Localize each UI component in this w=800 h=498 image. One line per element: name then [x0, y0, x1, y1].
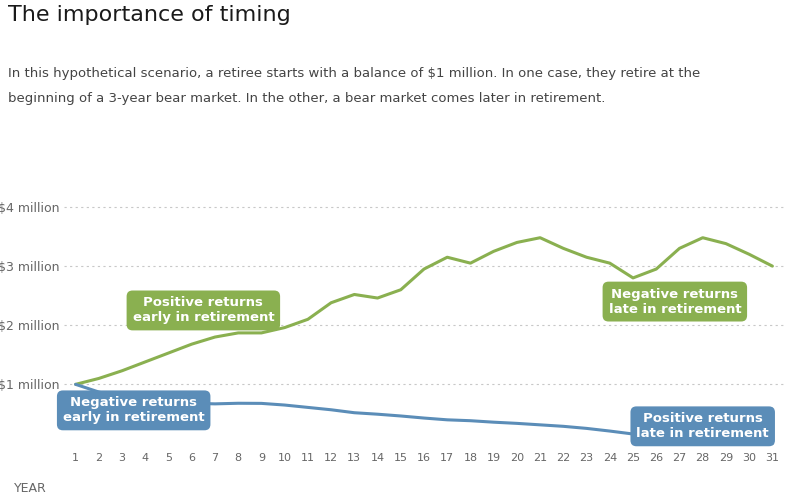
Text: Positive returns
late in retirement: Positive returns late in retirement	[636, 412, 769, 440]
Text: YEAR: YEAR	[14, 482, 46, 495]
Text: Positive returns
early in retirement: Positive returns early in retirement	[133, 296, 274, 324]
Text: beginning of a 3-year bear market. In the other, a bear market comes later in re: beginning of a 3-year bear market. In th…	[8, 92, 606, 105]
Text: Negative returns
late in retirement: Negative returns late in retirement	[609, 287, 741, 316]
Text: Negative returns
early in retirement: Negative returns early in retirement	[63, 396, 205, 424]
Text: The importance of timing: The importance of timing	[8, 5, 290, 25]
Text: In this hypothetical scenario, a retiree starts with a balance of $1 million. In: In this hypothetical scenario, a retiree…	[8, 67, 700, 80]
